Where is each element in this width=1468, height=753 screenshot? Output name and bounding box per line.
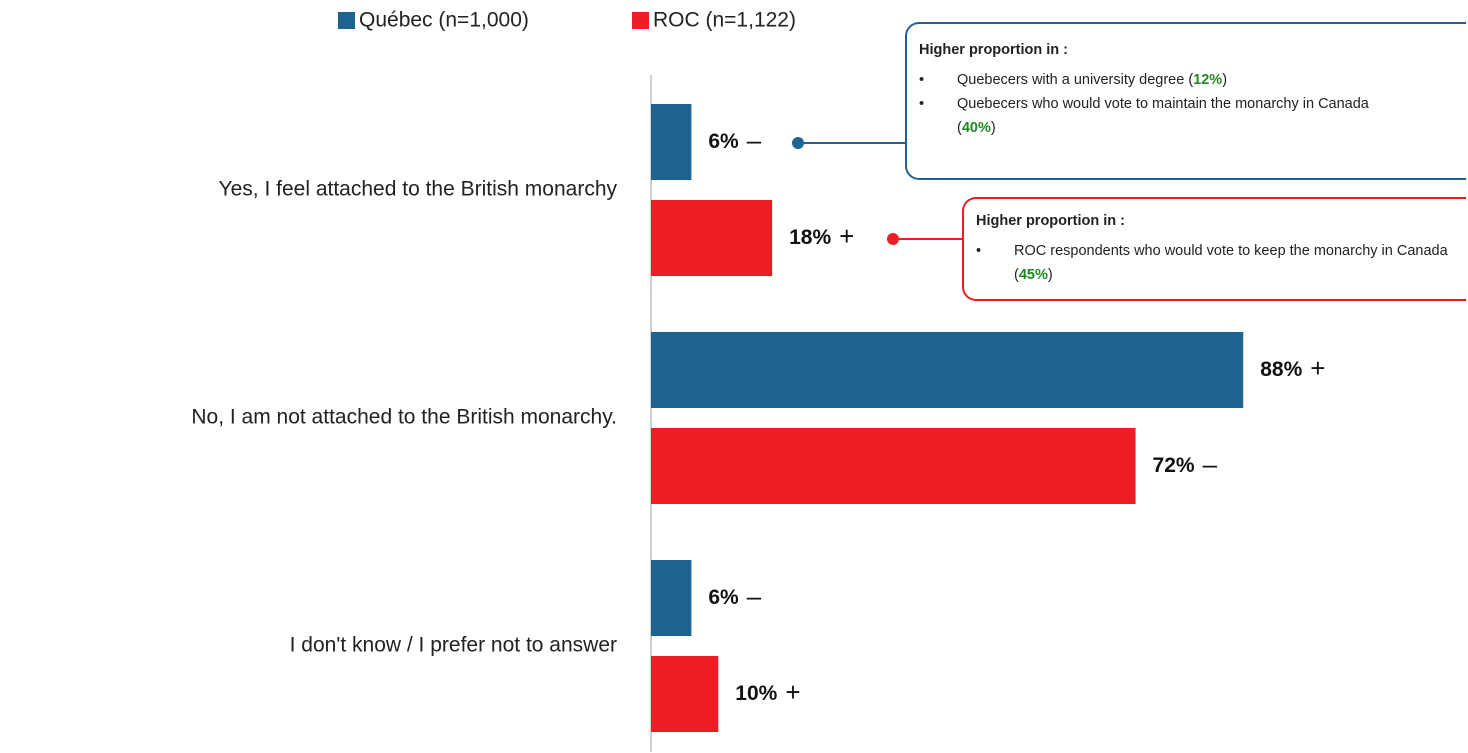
bar bbox=[651, 200, 773, 276]
bar bbox=[651, 428, 1136, 504]
connector-dot bbox=[792, 137, 804, 149]
bar bbox=[651, 332, 1244, 408]
item-highlight: 40% bbox=[961, 120, 991, 136]
value-label: 18% + bbox=[789, 221, 854, 251]
item-highlight: 45% bbox=[1018, 267, 1048, 283]
legend-label: Québec (n=1,000) bbox=[359, 9, 529, 32]
significance-marker: + bbox=[839, 221, 854, 251]
callout-text: ROC respondents who would vote to keep t… bbox=[1014, 239, 1454, 287]
value-label: 6% – bbox=[708, 125, 761, 155]
bar bbox=[651, 560, 692, 636]
callout: Higher proportion in : • Quebecers with a … bbox=[905, 22, 1466, 180]
value-text: 6% bbox=[708, 130, 739, 153]
callout: Higher proportion in : • ROC respondents w… bbox=[962, 197, 1466, 301]
value-text: 18% bbox=[789, 226, 831, 249]
value-label: 6% – bbox=[708, 581, 761, 611]
category-label: I don't know / I prefer not to answer bbox=[290, 634, 617, 657]
value-label: 88% + bbox=[1260, 353, 1325, 383]
bullet: • bbox=[919, 96, 925, 112]
value-text: 10% bbox=[735, 682, 777, 705]
item-text: Quebecers who would vote to maintain the… bbox=[957, 96, 1369, 136]
bar bbox=[651, 656, 719, 732]
legend-swatch bbox=[632, 12, 649, 29]
value-label: 10% + bbox=[735, 677, 800, 707]
callout-title: Higher proportion in : bbox=[976, 213, 1126, 229]
item-text: Quebecers with a university degree ( bbox=[957, 72, 1194, 88]
item-close: ) bbox=[990, 120, 996, 136]
callout-item: • Quebecers who would vote to maintain th… bbox=[919, 92, 1454, 140]
connector-dot bbox=[887, 233, 899, 245]
significance-marker: + bbox=[785, 677, 800, 707]
significance-marker: – bbox=[747, 125, 762, 155]
callout-text: Quebecers who would vote to maintain the… bbox=[957, 92, 1397, 140]
value-text: 6% bbox=[708, 586, 739, 609]
item-text: ROC respondents who would vote to keep t… bbox=[1014, 243, 1448, 283]
value-text: 88% bbox=[1260, 358, 1302, 381]
item-highlight: 12% bbox=[1193, 72, 1223, 88]
bar bbox=[651, 104, 692, 180]
bullet: • bbox=[919, 72, 925, 88]
value-text: 72% bbox=[1153, 454, 1195, 477]
bullet: • bbox=[976, 243, 982, 259]
legend-label: ROC (n=1,122) bbox=[653, 9, 796, 32]
callout-item: • ROC respondents who would vote to keep … bbox=[976, 239, 1454, 287]
item-close: ) bbox=[1047, 267, 1053, 283]
callout-item: • Quebecers with a university degree (12%… bbox=[919, 68, 1454, 92]
item-close: ) bbox=[1222, 72, 1228, 88]
value-label: 72% – bbox=[1153, 449, 1218, 479]
callout-title: Higher proportion in : bbox=[919, 42, 1069, 58]
category-label: Yes, I feel attached to the British mona… bbox=[219, 178, 618, 201]
significance-marker: – bbox=[1203, 449, 1218, 479]
category-label: No, I am not attached to the British mon… bbox=[191, 406, 617, 429]
callout-text: Quebecers with a university degree (12%) bbox=[957, 68, 1397, 92]
significance-marker: – bbox=[747, 581, 762, 611]
legend-swatch bbox=[338, 12, 355, 29]
significance-marker: + bbox=[1310, 353, 1325, 383]
